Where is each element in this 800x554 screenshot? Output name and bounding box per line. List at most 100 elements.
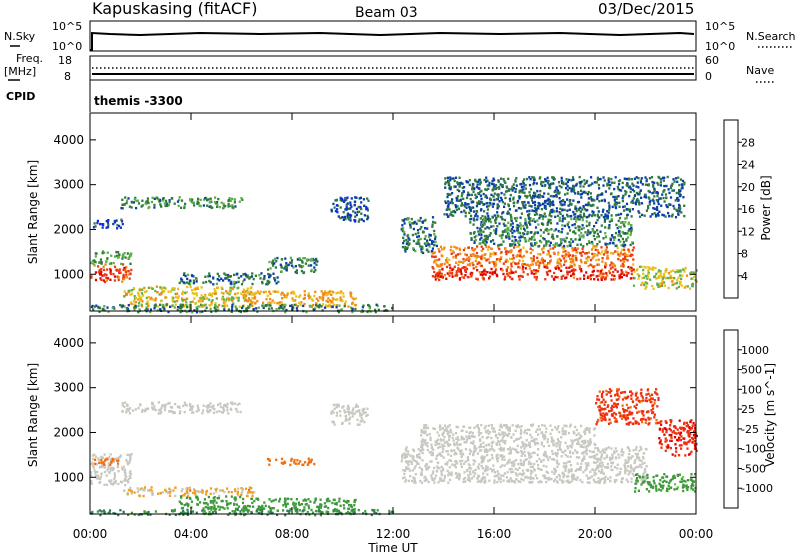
power-heatmap-cell	[183, 298, 186, 302]
power-heatmap-cell	[570, 179, 573, 182]
power-heatmap-cell	[102, 279, 105, 282]
power-heatmap-cell	[272, 264, 275, 267]
power-heatmap-cell	[565, 259, 568, 263]
power-heatmap-cell	[145, 200, 148, 203]
velocity-heatmap-cell	[346, 404, 350, 408]
power-heatmap-cell	[107, 219, 110, 222]
power-heatmap-cell	[137, 291, 140, 295]
velocity-heatmap-cell	[257, 505, 260, 508]
power-heatmap-cell	[125, 265, 128, 269]
velocity-heatmap-cell	[121, 468, 124, 471]
power-heatmap-cell	[674, 282, 677, 285]
power-heatmap-cell	[145, 296, 148, 300]
velocity-heatmap-cell	[274, 498, 277, 501]
power-heatmap-cell	[554, 215, 557, 218]
power-heatmap-cell	[268, 280, 271, 283]
velocity-heatmap-cell	[107, 462, 110, 465]
power-heatmap-cell	[113, 279, 116, 282]
power-heatmap-cell	[454, 274, 457, 277]
power-heatmap-cell	[231, 287, 234, 290]
velocity-heatmap-cell	[636, 452, 640, 456]
power-heatmap-cell	[637, 200, 640, 203]
power-heatmap-cell	[630, 178, 633, 181]
power-heatmap-cell	[602, 215, 606, 219]
power-heatmap-cell	[162, 199, 165, 202]
power-heatmap-cell	[444, 200, 447, 203]
power-heatmap-cell	[496, 225, 499, 228]
power-heatmap-cell	[510, 277, 513, 280]
velocity-heatmap-cell	[159, 491, 162, 495]
power-heatmap-cell	[584, 252, 587, 255]
power-heatmap-cell	[475, 255, 478, 258]
power-heatmap-cell	[125, 292, 129, 295]
velocity-heatmap-cell	[96, 475, 99, 479]
power-heatmap-cell	[591, 264, 594, 268]
power-heatmap-cell	[471, 261, 474, 264]
power-heatmap-cell	[565, 182, 568, 185]
power-heatmap-cell	[570, 217, 573, 221]
power-heatmap-cell	[591, 257, 594, 260]
power-heatmap-cell	[685, 274, 689, 277]
power-heatmap-cell	[547, 240, 550, 243]
velocity-heatmap-cell	[270, 500, 273, 503]
power-heatmap-cell	[483, 221, 486, 225]
power-heatmap-cell	[426, 241, 429, 245]
power-heatmap-cell	[545, 244, 548, 247]
velocity-heatmap-cell	[348, 417, 351, 421]
power-heatmap-cell	[136, 199, 139, 202]
power-heatmap-cell	[617, 195, 620, 198]
power-heatmap-cell	[583, 274, 586, 277]
power-heatmap-cell	[462, 248, 465, 252]
power-heatmap-cell	[171, 299, 174, 302]
freq-panel-frame	[89, 55, 697, 81]
power-heatmap-cell	[473, 241, 476, 244]
power-heatmap-cell	[609, 184, 612, 187]
power-heatmap-cell	[653, 275, 657, 278]
power-heatmap-cell	[467, 256, 470, 259]
power-heatmap-cell	[94, 278, 98, 282]
power-heatmap-cell	[526, 210, 529, 213]
velocity-heatmap-cell	[335, 406, 338, 409]
velocity-heatmap-cell	[597, 480, 600, 483]
velocity-heatmap-cell	[190, 500, 193, 503]
power-heatmap-cell	[532, 201, 535, 204]
noise-right-tick-top: 10^5	[705, 20, 735, 33]
power-heatmap-cell	[436, 271, 439, 275]
velocity-heatmap-cell	[113, 472, 116, 475]
velocity-heatmap-cell	[303, 506, 306, 509]
power-heatmap-cell	[154, 297, 157, 300]
power-heatmap-cell	[349, 216, 352, 219]
power-heatmap-cell	[470, 217, 473, 221]
velocity-heatmap-cell	[225, 495, 228, 498]
power-heatmap-cell	[593, 238, 596, 241]
power-heatmap-cell	[299, 294, 302, 297]
power-heatmap-cell	[128, 273, 131, 276]
power-heatmap-cell	[464, 253, 467, 256]
power-heatmap-cell	[478, 271, 481, 274]
power-heatmap-cell	[227, 297, 230, 301]
velocity-heatmap-cell	[466, 478, 470, 481]
velocity-heatmap-cell	[503, 455, 506, 458]
velocity-heatmap-cell	[114, 479, 117, 483]
power-heatmap-cell	[639, 181, 643, 184]
power-heatmap-cell	[543, 238, 546, 241]
power-heatmap-cell	[105, 276, 108, 279]
power-heatmap-cell	[619, 226, 622, 229]
power-heatmap-cell	[250, 275, 254, 278]
velocity-heatmap-cell	[141, 408, 144, 412]
velocity-heatmap-cell	[361, 419, 364, 422]
velocity-heatmap-cell	[121, 466, 124, 470]
power-heatmap-cell	[512, 187, 515, 190]
power-heatmap-cell	[161, 303, 164, 307]
velocity-heatmap-cell	[486, 473, 489, 476]
power-heatmap-cell	[638, 211, 641, 215]
power-heatmap-cell	[421, 247, 424, 250]
power-heatmap-cell	[527, 217, 530, 220]
power-heatmap-cell	[558, 257, 561, 261]
velocity-heatmap-cell	[173, 411, 176, 414]
power-heatmap-cell	[625, 178, 628, 181]
power-heatmap-cell	[555, 210, 558, 213]
power-heatmap-cell	[355, 213, 358, 217]
power-heatmap-cell	[488, 275, 491, 278]
power-heatmap-cell	[197, 305, 200, 308]
